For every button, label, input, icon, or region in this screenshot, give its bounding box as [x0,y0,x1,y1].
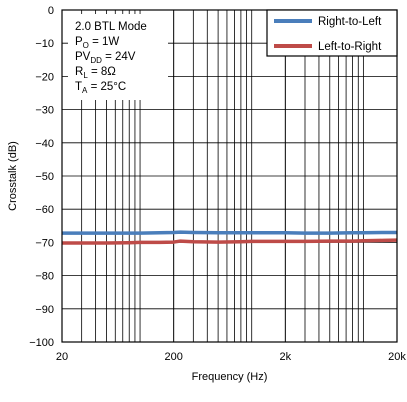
series-lines [62,230,398,245]
condition-line: RL = 8Ω [75,66,116,80]
y-tick-label: 0 [48,5,54,17]
y-tick-label: −50 [35,171,54,183]
conditions-box [68,14,168,100]
y-tick-label: −40 [35,138,54,150]
y-tick-label: −90 [35,304,54,316]
legend-label: Left-to-Right [318,41,382,53]
y-tick-label: −80 [35,271,54,283]
legend-box [266,9,398,57]
x-axis-label: Frequency (Hz) [192,371,268,383]
legend: Right-to-Left Left-to-Right [266,9,398,57]
x-tick-label: 20 [56,351,68,363]
legend-label: Right-to-Left [318,16,382,28]
y-tick-label: −70 [35,237,54,249]
condition-line: 2.0 BTL Mode [75,21,147,33]
condition-line: PO = 1W [75,36,119,50]
x-tick-label: 20k [388,351,406,363]
y-axis-label: Crosstalk (dB) [7,141,19,211]
series-line [62,238,398,245]
x-tick-label: 2k [280,351,292,363]
x-tick-label: 200 [164,351,182,363]
tick-labels: 20 200 2k 20k 0 −10 −20 −30 −40 −50 −60 −70 −80 −90 −1… [29,5,406,363]
condition-line: TA = 25°C [75,81,126,95]
y-tick-label: −10 [35,38,54,50]
y-tick-label: −60 [35,204,54,216]
condition-line: PVDD = 24V [75,51,136,65]
series-line [62,230,397,235]
y-tick-label: −30 [35,105,54,117]
y-tick-label: −20 [35,71,54,83]
y-tick-label: −100 [29,337,54,349]
plot-frame [61,9,398,343]
